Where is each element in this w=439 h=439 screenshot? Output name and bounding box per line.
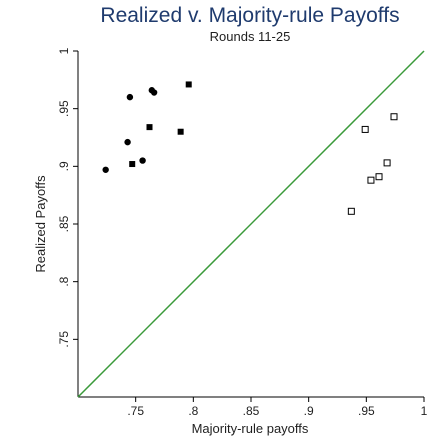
y-tick-label: .75 [57,331,71,348]
data-point-square [177,128,184,135]
data-point-circle [102,166,109,173]
x-axis-label: Majority-rule payoffs [192,421,309,436]
data-point-hollow-square [347,207,355,215]
data-point-circle [139,157,146,164]
data-point-circle [124,138,131,146]
reference-line [77,50,425,398]
data-point-hollow-square [375,173,383,181]
data-point-circle [150,89,158,96]
data-point-hollow-square [361,125,369,133]
data-point-circle [126,93,134,101]
y-tick-label: .85 [57,215,71,232]
x-tick-label: .9 [304,404,314,418]
chart-subtitle: Rounds 11-25 [210,29,291,44]
x-tick-label: .8 [188,404,198,418]
x-tick-label: .95 [358,404,375,418]
data-point-square [146,124,153,131]
y-tick-label: 1 [57,47,71,54]
x-tick-label: 1 [421,404,428,418]
x-tick-label: .85 [243,404,260,418]
data-points [102,81,398,215]
data-point-square [129,161,136,168]
y-tick-label: .8 [57,276,71,286]
axis-ticks: .75 .8 .85 .9 .95 1 .75 .8 .85 .9 .95 1 [57,47,428,418]
y-tick-label: .9 [57,161,71,171]
data-point-square [185,81,192,88]
y-tick-label: .95 [57,100,71,117]
data-point-hollow-square [390,113,398,121]
chart-title: Realized v. Majority-rule Payoffs [100,4,399,27]
data-point-hollow-square [383,159,391,167]
y-axis-label: Realized Payoffs [33,175,48,273]
x-tick-label: .75 [127,404,144,418]
reference-line-layer [77,50,425,398]
data-point-hollow-square [367,176,375,184]
